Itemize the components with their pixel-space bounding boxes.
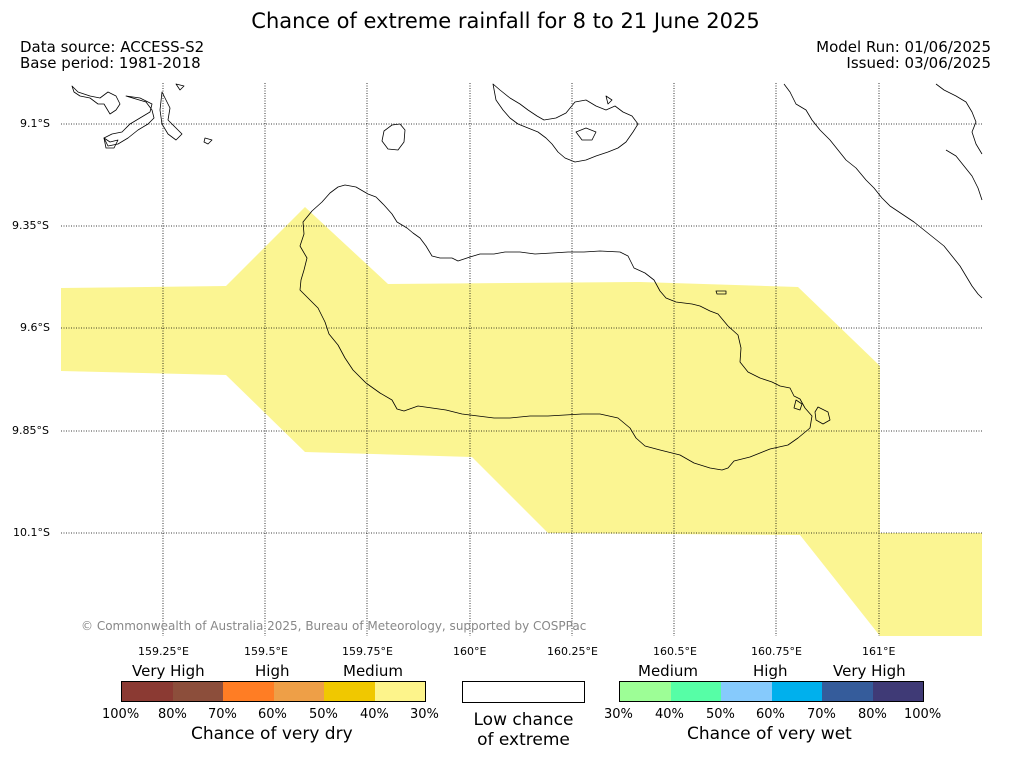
wet-very-high-label: Very High	[833, 662, 906, 680]
wet-tick-40: 40%	[655, 707, 684, 722]
wet-tick-100: 100%	[904, 707, 942, 722]
lat-label-9-1s: 9.1°S	[20, 117, 50, 130]
wet-colorbar	[619, 681, 924, 702]
dry-tick-70: 70%	[208, 707, 237, 722]
dry-legend-title: Chance of very dry	[191, 724, 353, 744]
dry-tick-40: 40%	[360, 707, 389, 722]
wet-tick-70: 70%	[807, 707, 836, 722]
wet-tick-30: 30%	[604, 707, 633, 722]
wet-segment-30-40	[620, 682, 671, 701]
dry-tick-60: 60%	[258, 707, 287, 722]
issued-date: Issued: 03/06/2025	[846, 54, 991, 72]
base-period: Base period: 1981-2018	[20, 54, 201, 72]
dry-segment-50-60	[274, 682, 324, 701]
lat-label-10-1s: 10.1°S	[13, 526, 50, 539]
dry-segment-40-50	[324, 682, 375, 701]
wet-segment-40-50	[671, 682, 721, 701]
wet-tick-50: 50%	[706, 707, 735, 722]
dry-medium-label: Medium	[343, 662, 403, 680]
coastlines	[71, 83, 983, 471]
lat-label-9-35s: 9.35°S	[12, 219, 49, 232]
wet-tick-80: 80%	[858, 707, 887, 722]
low-chance-label: Low chance of extreme	[462, 710, 585, 750]
lon-label-160-25e: 160.25°E	[547, 645, 598, 658]
wet-segment-50-60	[721, 682, 772, 701]
wet-segment-60-70	[772, 682, 822, 701]
lon-label-161e: 161°E	[862, 645, 896, 658]
lat-label-9-85s: 9.85°S	[12, 424, 49, 437]
dry-tick-100: 100%	[102, 707, 140, 722]
wet-legend-title: Chance of very wet	[687, 724, 852, 744]
lon-label-159-75e: 159.75°E	[342, 645, 393, 658]
copyright-notice: © Commonwealth of Australia 2025, Bureau…	[81, 619, 587, 633]
lon-label-160e: 160°E	[453, 645, 487, 658]
low-chance-line2: of extreme	[477, 730, 570, 750]
low-chance-line1: Low chance	[473, 710, 574, 730]
guadalcanal-coastline	[299, 184, 813, 471]
wet-tick-60: 60%	[756, 707, 785, 722]
florida-islands-coastline	[492, 83, 639, 163]
dry-tick-50: 50%	[309, 707, 338, 722]
lon-label-160-5e: 160.5°E	[653, 645, 697, 658]
lat-label-9-6s: 9.6°S	[20, 321, 50, 334]
dry-segment-30-40	[375, 682, 425, 701]
lon-label-159-5e: 159.5°E	[244, 645, 288, 658]
dry-colorbar	[121, 681, 426, 702]
model-run: Model Run: 01/06/2025	[816, 38, 991, 56]
lon-label-160-75e: 160.75°E	[751, 645, 802, 658]
savo-island-coastline	[381, 123, 406, 151]
medium-chance-shaded-region	[61, 207, 982, 636]
dry-segment-70-80	[173, 682, 223, 701]
low-chance-swatch	[462, 681, 585, 703]
data-source: Data source: ACCESS-S2	[20, 38, 205, 56]
wet-segment-80-100	[873, 682, 923, 701]
dry-high-label: High	[255, 662, 290, 680]
russell-islands-coastline	[71, 85, 121, 115]
wet-medium-label: Medium	[638, 662, 698, 680]
malaita-coastline	[783, 83, 983, 299]
dry-segment-60-70	[223, 682, 274, 701]
wet-high-label: High	[753, 662, 788, 680]
map-title: Chance of extreme rainfall for 8 to 21 J…	[251, 9, 760, 33]
dry-very-high-label: Very High	[132, 662, 205, 680]
dry-tick-80: 80%	[158, 707, 187, 722]
dry-segment-80-100	[122, 682, 173, 701]
wet-segment-70-80	[822, 682, 873, 701]
lon-label-159-25e: 159.25°E	[138, 645, 189, 658]
dry-tick-30: 30%	[410, 707, 439, 722]
graticule	[61, 83, 982, 636]
